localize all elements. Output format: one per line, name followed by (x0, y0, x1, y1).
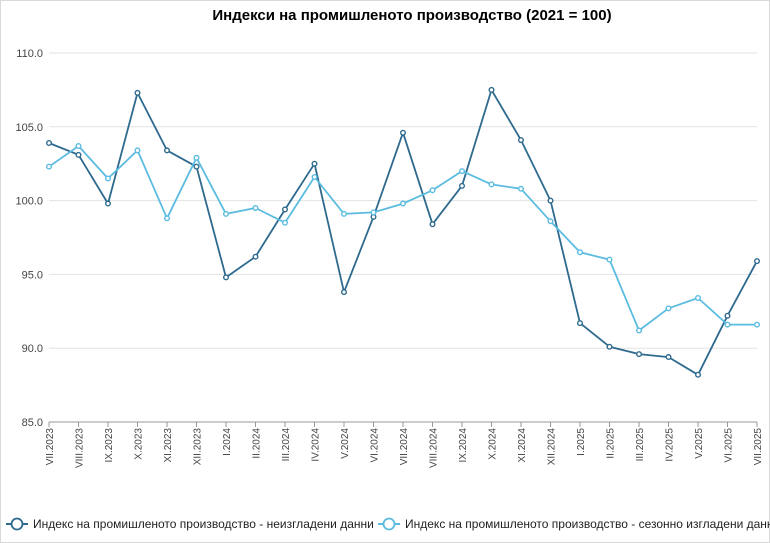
data-point (252, 253, 259, 260)
x-tick-label: VII.2023 (45, 428, 56, 466)
y-tick-label: 105.0 (15, 122, 43, 134)
x-tick-label: III.2024 (281, 428, 292, 462)
data-point (222, 274, 229, 281)
y-tick-label: 110.0 (16, 48, 43, 60)
x-tick-label: X.2023 (134, 428, 145, 460)
data-point (311, 160, 318, 167)
x-tick-label: VIII.2024 (429, 428, 440, 468)
x-tick-label: IX.2023 (104, 428, 115, 463)
data-point (518, 185, 525, 192)
legend: Индекс на промишленото производство - не… (6, 517, 770, 531)
data-point (311, 173, 318, 180)
x-tick-label: VII.2025 (753, 428, 764, 466)
x-tick-label: IV.2024 (311, 428, 322, 462)
data-point (282, 206, 289, 213)
data-point (606, 343, 613, 350)
data-point (163, 215, 170, 222)
data-point (754, 321, 761, 328)
data-point (636, 351, 643, 358)
legend-marker (10, 517, 24, 531)
data-point (75, 151, 82, 158)
grid-lines (49, 52, 757, 423)
data-point (341, 210, 348, 217)
chart-title: Индекси на промишленото производство (20… (212, 7, 611, 24)
x-tick-label: V.2024 (340, 428, 351, 459)
y-axis: 85.0 90.0 95.0 100.0 105.0 110.0 (15, 48, 43, 429)
data-point (193, 154, 200, 161)
data-point (222, 210, 229, 217)
data-point (606, 256, 613, 263)
data-point (104, 200, 111, 207)
data-point (665, 305, 672, 312)
data-point (695, 295, 702, 302)
data-point (459, 168, 466, 175)
data-point (282, 219, 289, 226)
x-tick-label: VIII.2023 (75, 428, 86, 468)
x-tick-label: XII.2023 (193, 428, 204, 466)
series-layer (46, 86, 761, 378)
data-point (488, 86, 495, 93)
x-tick-label: IX.2024 (458, 428, 469, 463)
x-tick-label: V.2025 (694, 428, 705, 459)
legend-label: Индекс на промишленото производство - не… (33, 517, 374, 531)
x-tick-label: I.2024 (222, 428, 233, 456)
series-2 (46, 142, 761, 334)
data-point (488, 181, 495, 188)
x-tick-label: III.2025 (635, 428, 646, 462)
legend-marker (382, 517, 396, 531)
data-point (400, 129, 407, 136)
data-point (46, 163, 53, 170)
y-tick-label: 95.0 (22, 269, 43, 281)
x-tick-label: VI.2025 (724, 428, 735, 463)
data-point (724, 312, 731, 319)
data-point (134, 147, 141, 154)
data-point (577, 249, 584, 256)
data-point (724, 321, 731, 328)
data-point (547, 197, 554, 204)
data-point (46, 140, 53, 147)
data-point (134, 89, 141, 96)
x-tick-label: VI.2024 (370, 428, 381, 463)
data-point (163, 147, 170, 154)
x-tick-label: II.2025 (606, 428, 617, 459)
y-tick-label: 85.0 (22, 417, 43, 429)
data-point (400, 200, 407, 207)
data-point (577, 320, 584, 327)
x-tick-label: II.2024 (252, 428, 263, 459)
data-point (665, 354, 672, 361)
data-point (695, 371, 702, 378)
data-point (341, 289, 348, 296)
data-point (75, 142, 82, 149)
data-point (754, 258, 761, 265)
x-tick-label: IV.2025 (665, 428, 676, 462)
data-point (429, 187, 436, 194)
series-line (48, 145, 757, 332)
x-tick-label: XI.2023 (163, 428, 174, 463)
data-point (370, 209, 377, 216)
series-1 (46, 86, 761, 378)
x-tick-label: XI.2024 (517, 428, 528, 463)
x-axis: VII.2023 VIII.2023 IX.2023 X.2023 XI.2023 XII… (45, 422, 764, 468)
data-point (518, 137, 525, 144)
data-point (547, 218, 554, 225)
legend-label: Индекс на промишленото производство - се… (405, 517, 770, 531)
x-tick-label: XII.2024 (547, 428, 558, 466)
x-tick-label: VII.2024 (399, 428, 410, 466)
y-tick-label: 100.0 (15, 196, 43, 208)
y-tick-label: 90.0 (22, 343, 43, 355)
data-point (104, 175, 111, 182)
data-point (193, 163, 200, 170)
x-tick-label: X.2024 (488, 428, 499, 460)
x-tick-label: I.2025 (576, 428, 587, 456)
data-point (429, 221, 436, 228)
data-point (459, 182, 466, 189)
data-point (636, 327, 643, 334)
data-point (252, 204, 259, 211)
